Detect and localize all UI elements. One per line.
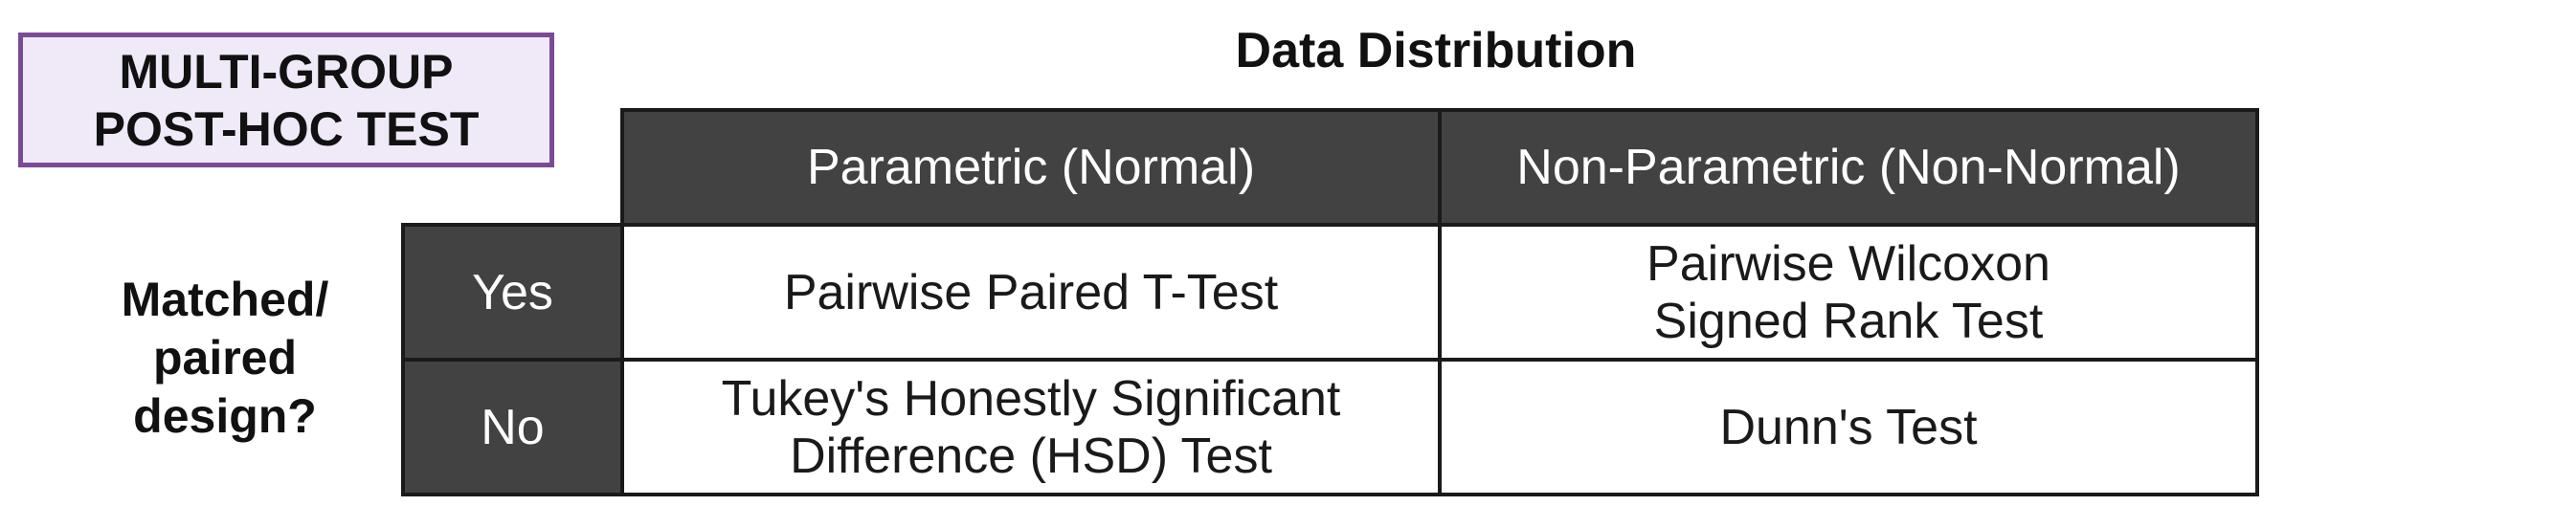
cell-yes-non-parametric: Pairwise Wilcoxon Signed Rank Test — [1438, 223, 2259, 362]
column-header-parametric: Parametric (Normal) — [620, 108, 1442, 227]
cell-yes-parametric: Pairwise Paired T-Test — [620, 223, 1442, 362]
title-box: MULTI-GROUP POST-HOC TEST — [18, 33, 554, 167]
title-line-1: MULTI-GROUP — [119, 44, 454, 99]
cell-text-line: Signed Rank Test — [1653, 293, 2044, 349]
cell-text-line: Difference (HSD) Test — [790, 428, 1272, 484]
row-header-label: No — [481, 399, 545, 455]
title-line-2: POST-HOC TEST — [93, 101, 480, 156]
row-header-yes: Yes — [401, 223, 624, 362]
cell-text-line: Dunn's Test — [1719, 399, 1978, 455]
row-group-label-line-2: paired — [152, 331, 298, 385]
column-header-label: Parametric (Normal) — [806, 140, 1256, 195]
row-header-no: No — [401, 358, 624, 496]
cell-text-line: Pairwise Paired T-Test — [783, 264, 1279, 320]
column-header-non-parametric: Non-Parametric (Non-Normal) — [1438, 108, 2259, 227]
column-header-label: Non-Parametric (Non-Normal) — [1516, 140, 2181, 195]
cell-no-parametric: Tukey's Honestly Significant Difference … — [620, 358, 1442, 496]
column-group-label: Data Distribution — [1235, 23, 1637, 78]
row-group-label-line-3: design? — [133, 389, 317, 443]
row-group-label: Matched/ paired design? — [29, 271, 421, 446]
cell-no-non-parametric: Dunn's Test — [1438, 358, 2259, 496]
cell-text-line: Pairwise Wilcoxon — [1646, 235, 2050, 292]
row-group-label-line-1: Matched/ — [121, 273, 329, 326]
cell-text-line: Tukey's Honestly Significant — [721, 370, 1341, 427]
row-header-label: Yes — [472, 264, 553, 320]
